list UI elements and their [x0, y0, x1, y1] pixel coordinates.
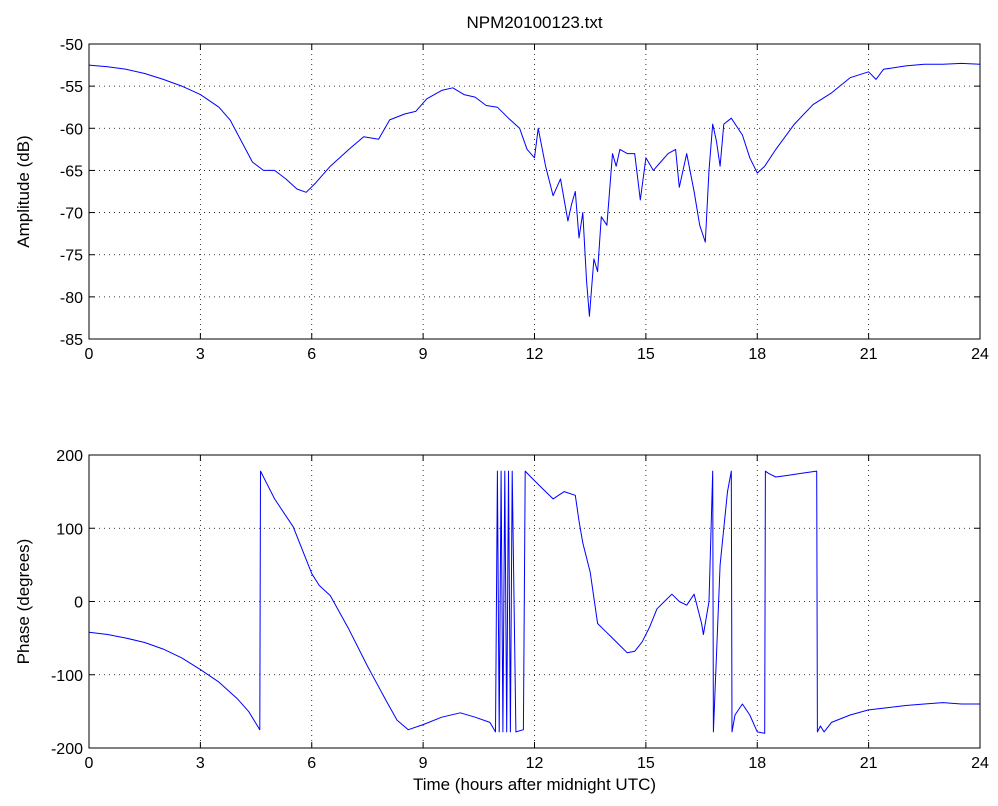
- phase-x-tick-label: 21: [860, 755, 878, 772]
- amp-x-tick-label: 6: [307, 346, 316, 363]
- amp-y-tick-label: -65: [60, 163, 83, 180]
- amp-x-tick-label: 0: [85, 346, 94, 363]
- amp-y-tick-label: -55: [60, 79, 83, 96]
- amp-y-tick-label: -80: [60, 290, 83, 307]
- amp-x-tick-label: 9: [419, 346, 428, 363]
- phase-axes: 0 3 6 9 12 15 18 21 24 200 100 0 -100 -200 Time (hours…: [14, 448, 989, 794]
- amp-x-tick-label: 3: [196, 346, 205, 363]
- phase-y-tick-label: -100: [51, 668, 83, 685]
- amp-series-line: [88, 62, 981, 317]
- amp-y-tick-label: -85: [60, 332, 83, 349]
- amp-y-tick-label: -75: [60, 248, 83, 265]
- phase-y-tick-label: 0: [74, 595, 83, 612]
- phase-y-tick-label: -200: [51, 741, 83, 758]
- phase-x-tick-label: 6: [307, 755, 316, 772]
- phase-x-tick-label: 3: [196, 755, 205, 772]
- phase-x-tick-label: 18: [748, 755, 766, 772]
- phase-x-axis-label: Time (hours after midnight UTC): [413, 775, 656, 794]
- phase-x-tick-label: 0: [85, 755, 94, 772]
- phase-y-tick-label: 200: [56, 448, 83, 465]
- phase-y-axis-label: Phase (degrees): [14, 539, 33, 665]
- phase-x-tick-label: 15: [637, 755, 655, 772]
- amp-x-tick-label: 12: [526, 346, 544, 363]
- phase-x-tick-label: 24: [971, 755, 989, 772]
- phase-x-tick-label: 12: [526, 755, 544, 772]
- amp-y-tick-label: -70: [60, 206, 83, 223]
- amp-chart-title: NPM20100123.txt: [466, 13, 602, 32]
- amp-x-tick-label: 21: [860, 346, 878, 363]
- phase-y-tick-label: 100: [56, 521, 83, 538]
- phase-x-tick-label: 9: [419, 755, 428, 772]
- amp-x-tick-label: 15: [637, 346, 655, 363]
- phase-series-line: [88, 470, 980, 734]
- amp-y-axis-label: Amplitude (dB): [14, 135, 33, 247]
- amp-x-tick-label: 24: [971, 346, 989, 363]
- amp-axes: 0 3 6 9 12 15 18 21 24 -50 -55 -60 -65 -70 -75 -80 -85 NP…: [14, 13, 989, 363]
- amp-y-tick-label: -60: [60, 121, 83, 138]
- amp-x-tick-label: 18: [748, 346, 766, 363]
- amp-y-tick-label: -50: [60, 37, 83, 54]
